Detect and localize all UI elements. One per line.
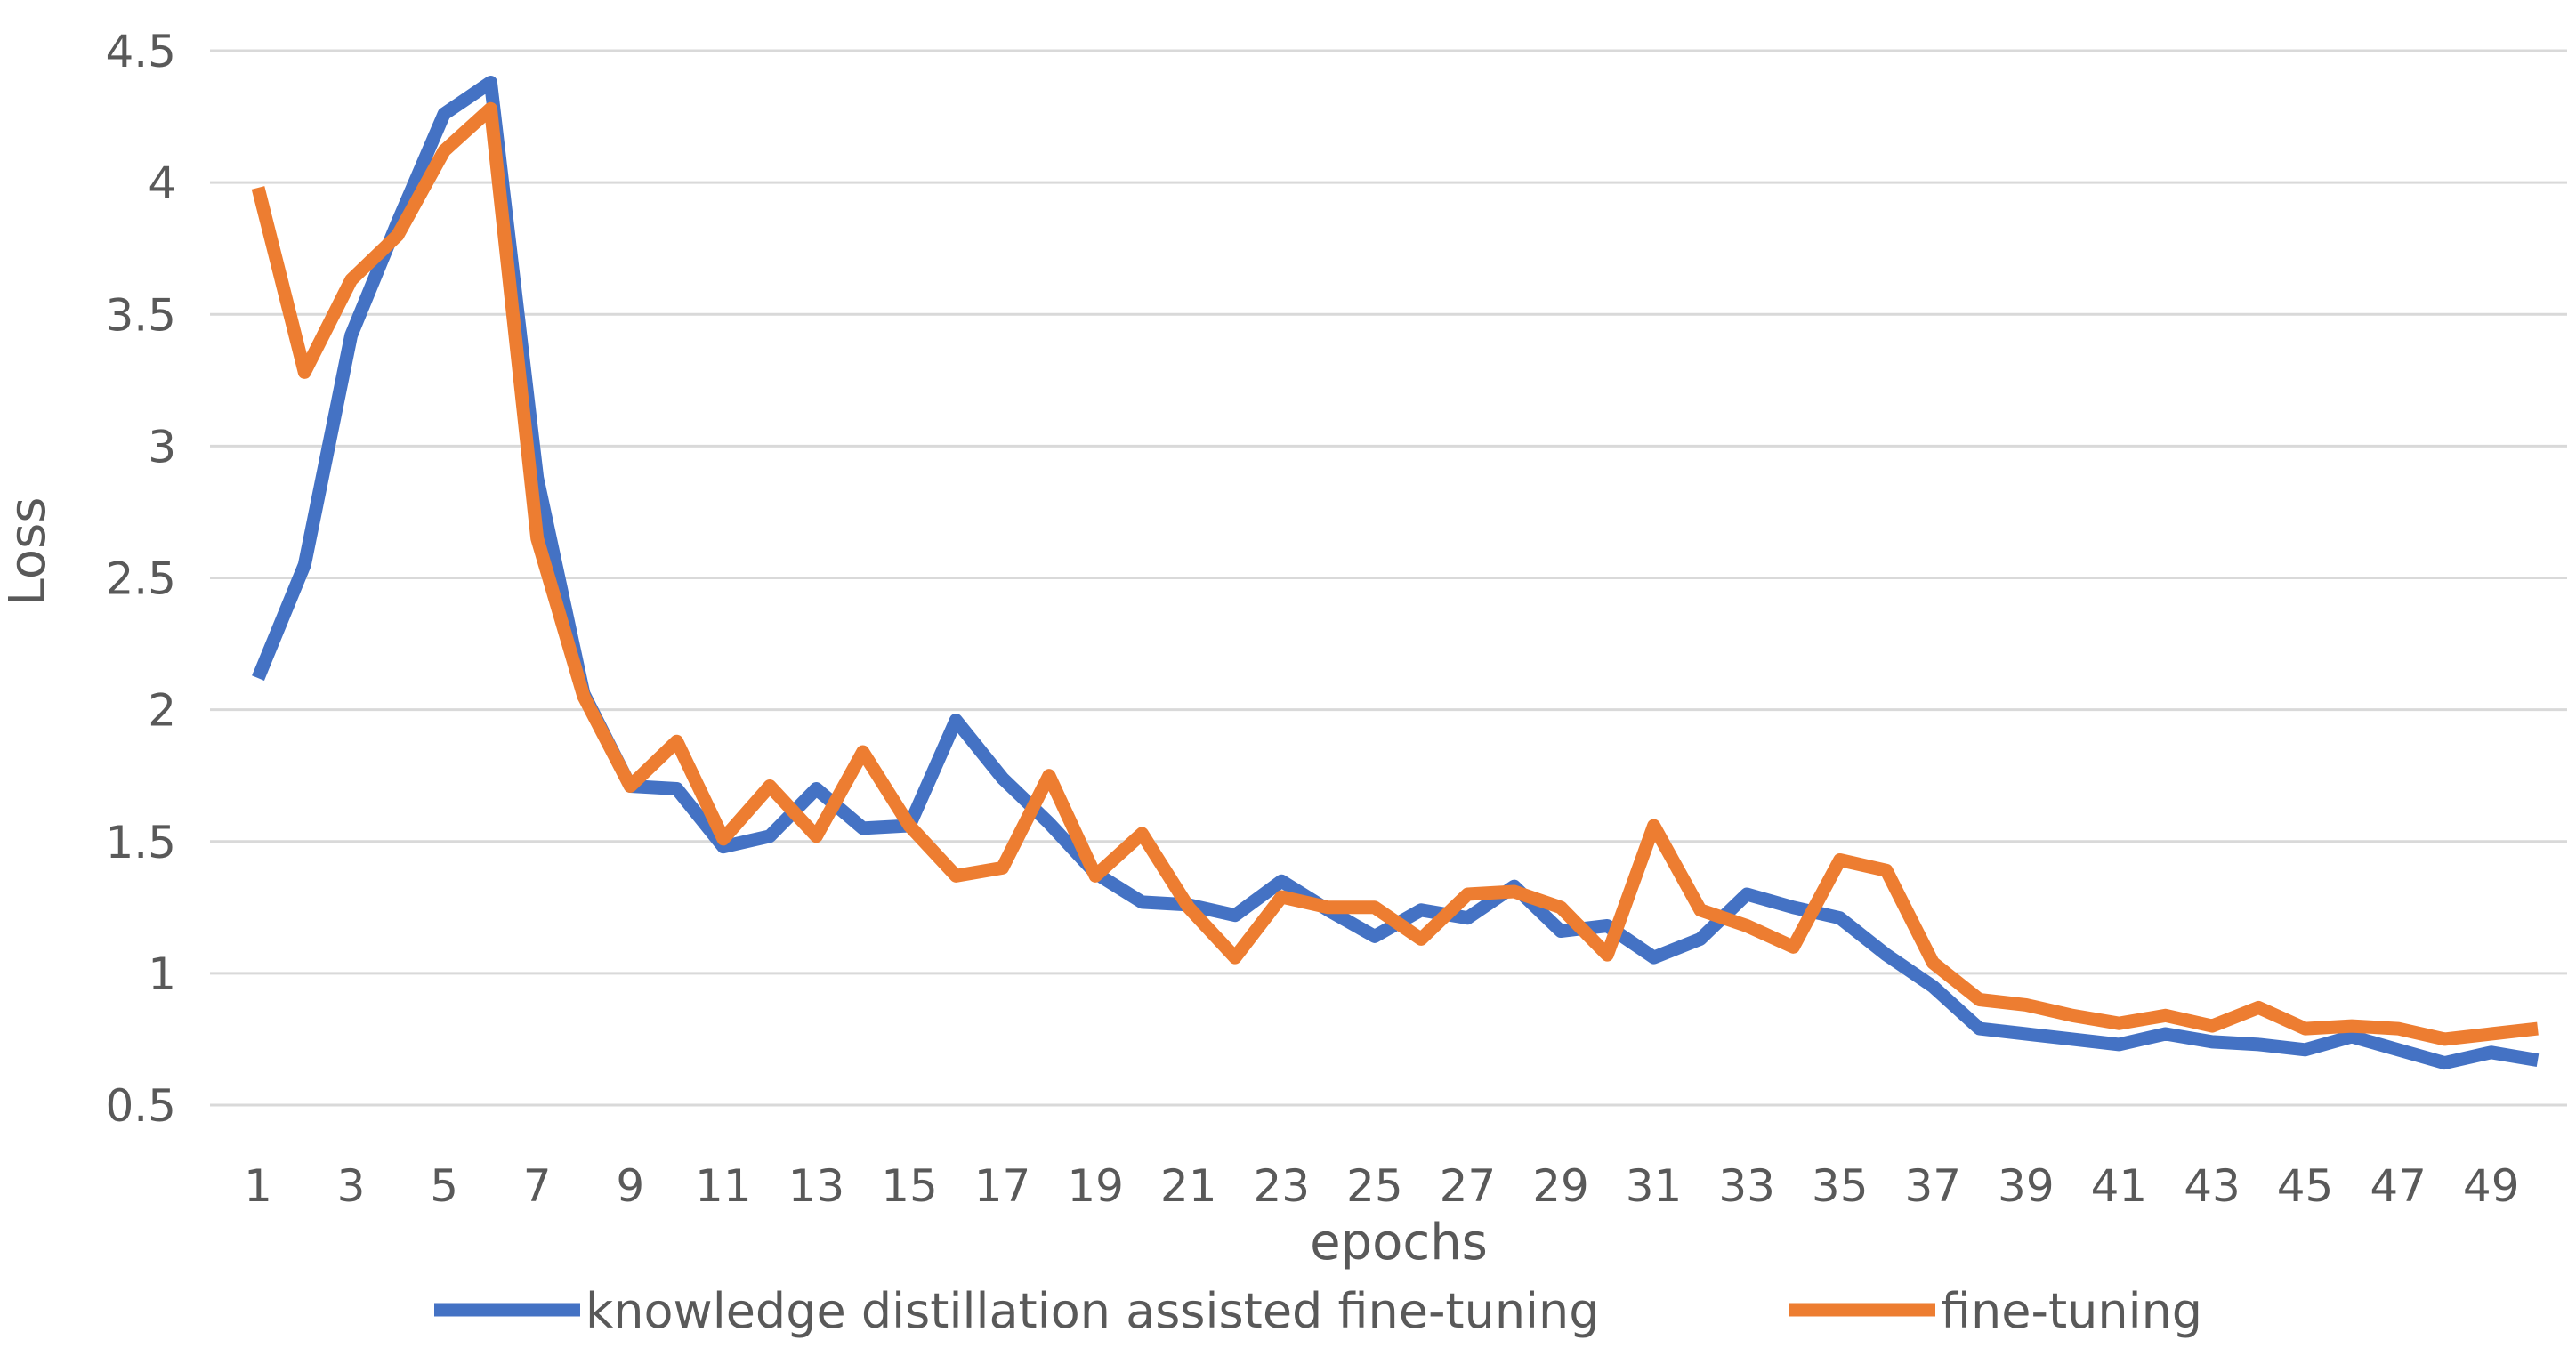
- series-lines: [251, 76, 2540, 1070]
- x-tick-label: 17: [974, 1160, 1031, 1212]
- x-tick-label: 5: [430, 1160, 458, 1212]
- x-tick-label: 39: [1998, 1160, 2055, 1212]
- x-tick-label: 47: [2370, 1160, 2427, 1212]
- x-tick-label: 19: [1067, 1160, 1124, 1212]
- x-tick-label: 13: [788, 1160, 845, 1212]
- x-tick-label: 9: [616, 1160, 644, 1212]
- x-axis-ticks: 1 3 5 7 9 11 13 15 17 19 21 23 25 27 29 31 33 35 37 39 41 43 4…: [244, 1160, 2519, 1212]
- y-axis-title: Loss: [0, 497, 57, 607]
- x-tick-label: 1: [244, 1160, 272, 1212]
- x-tick-label: 15: [881, 1160, 938, 1212]
- x-tick-label: 25: [1346, 1160, 1403, 1212]
- x-axis-title: epochs: [1310, 1214, 1488, 1271]
- x-tick-label: 29: [1532, 1160, 1589, 1212]
- y-tick-label: 2: [148, 685, 176, 737]
- y-tick-label: 2.5: [105, 553, 176, 605]
- x-tick-label: 35: [1812, 1160, 1869, 1212]
- y-tick-label: 1: [148, 948, 176, 1000]
- y-tick-label: 4: [148, 157, 176, 209]
- x-tick-label: 27: [1440, 1160, 1497, 1212]
- y-tick-label: 4.5: [105, 26, 176, 77]
- x-tick-label: 21: [1160, 1160, 1217, 1212]
- y-axis-ticks: 0.5 1 1.5 2 2.5 3 3.5 4 4.5: [105, 26, 176, 1132]
- x-tick-label: 3: [337, 1160, 366, 1212]
- x-tick-label: 37: [1904, 1160, 1961, 1212]
- legend-label-ft: fine-tuning: [1941, 1283, 2202, 1339]
- x-tick-label: 31: [1626, 1160, 1683, 1212]
- x-tick-label: 43: [2184, 1160, 2241, 1212]
- x-tick-label: 23: [1253, 1160, 1310, 1212]
- legend: knowledge distillation assisted fine-tun…: [434, 1283, 2202, 1339]
- y-tick-label: 3.5: [105, 289, 176, 341]
- y-tick-label: 0.5: [105, 1080, 176, 1132]
- x-tick-label: 49: [2463, 1160, 2520, 1212]
- x-tick-label: 33: [1718, 1160, 1775, 1212]
- series-line-fine-tuning: [251, 101, 2539, 1046]
- y-tick-label: 3: [148, 421, 176, 472]
- legend-label-kd: knowledge distillation assisted fine-tun…: [585, 1283, 1600, 1339]
- gridlines: [210, 49, 2567, 1107]
- y-tick-label: 1.5: [105, 817, 176, 868]
- x-tick-label: 41: [2091, 1160, 2148, 1212]
- x-tick-label: 7: [523, 1160, 552, 1212]
- x-tick-label: 45: [2277, 1160, 2334, 1212]
- x-tick-label: 11: [695, 1160, 752, 1212]
